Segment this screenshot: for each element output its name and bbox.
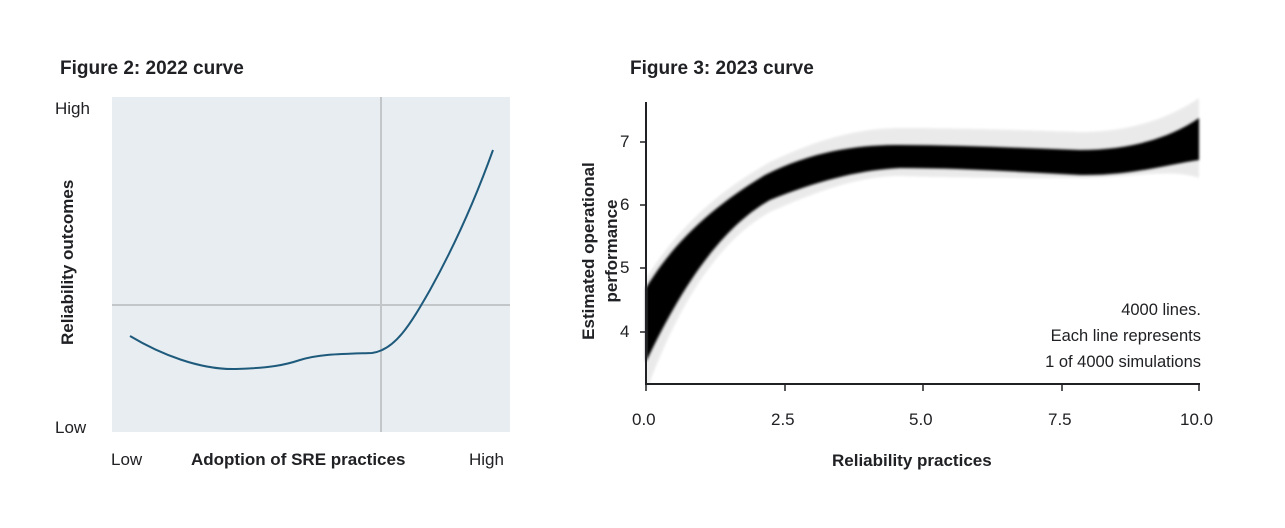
figure-3-title: Figure 3: 2023 curve [630,58,814,79]
y-axis-title-line1: Estimated operational [579,162,598,340]
x-tick-2-5: 2.5 [771,410,795,429]
y-axis-low-label: Low [55,418,87,437]
x-axis-high-label: High [469,450,504,469]
y-axis-high-label: High [55,99,90,118]
x-axis-title: Adoption of SRE practices [191,450,406,469]
annotation: 4000 lines. Each line represents 1 of 40… [1045,297,1201,375]
annotation-line-2: Each line represents [1050,327,1201,345]
x-axis-title-fig3: Reliability practices [832,451,992,470]
simulation-band [646,118,1199,362]
y-tick-7: 7 [620,132,630,151]
y-tick-4: 4 [620,322,630,341]
x-ticks [645,384,1200,391]
figure-2-title: Figure 2: 2022 curve [60,58,244,79]
y-axis-title-fig3: Estimated operational performance [577,106,623,396]
x-tick-10: 10.0 [1180,410,1214,429]
x-tick-7-5: 7.5 [1048,410,1072,429]
x-tick-5: 5.0 [909,410,933,429]
y-axis-title-line2: performance [602,199,621,303]
2022-curve-line [129,149,494,371]
annotation-line-1: 4000 lines. [1121,301,1201,319]
x-axis-low-label: Low [111,450,143,469]
y-ticks [640,141,646,333]
x-tick-0: 0.0 [632,410,656,429]
y-tick-6: 6 [620,195,630,214]
annotation-line-3: 1 of 4000 simulations [1045,353,1201,371]
y-tick-5: 5 [620,258,630,277]
